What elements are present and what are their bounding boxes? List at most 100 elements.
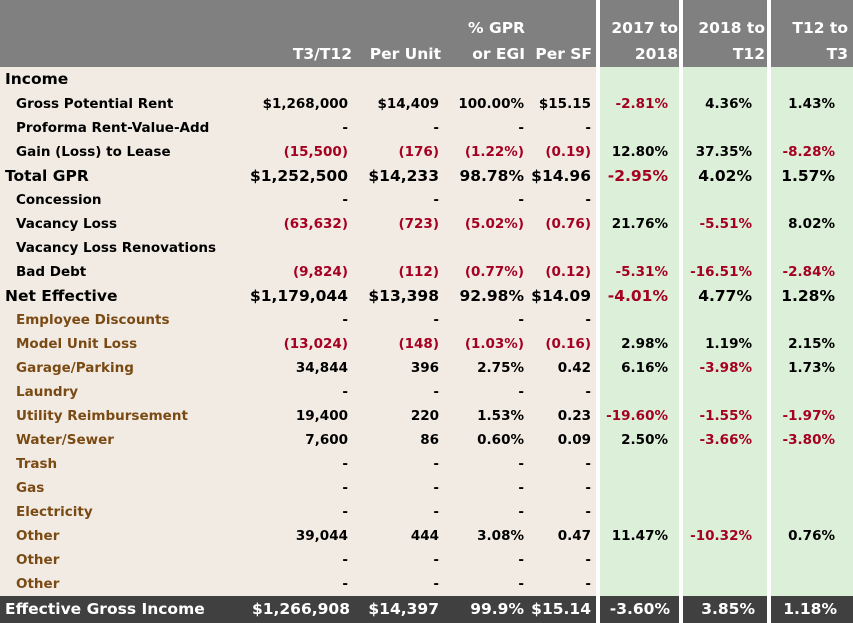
row-label: Gas [16,480,45,496]
cell-per-unit: - [433,504,439,520]
cell-per-sf: - [585,576,591,592]
cell-per-unit: (723) [398,216,439,232]
cell-per-sf: $15.14 [531,600,591,618]
cell-t12-t3: 1.18% [783,600,837,618]
table-row: Gross Potential Rent $1,268,000 $14,409 100… [0,92,853,116]
cell-2018-t12: -16.51% [690,264,752,280]
header-2018: 2018 [634,45,678,63]
header-or-egi: or EGI [472,45,525,63]
cell-t3-t12: - [342,552,348,568]
row-label: Electricity [16,504,93,520]
header-2017-to: 2017 to [611,19,678,37]
cell-per-sf: - [585,192,591,208]
cell-t12-t3: 1.73% [788,360,835,376]
table-row: Other - - - - [0,548,853,572]
cell-2017-2018: 12.80% [611,144,668,160]
cell-2018-t12: 4.77% [698,287,752,305]
row-label: Utility Reimbursement [16,408,188,424]
cell-pct: - [518,456,524,472]
cell-per-sf: - [585,552,591,568]
cell-t3-t12: 19,400 [295,408,348,424]
table-row: Income [0,67,853,91]
cell-2018-t12: 4.36% [705,96,752,112]
column-divider [767,0,771,623]
column-divider [679,0,683,623]
cell-per-sf: $15.15 [538,96,591,112]
cell-per-sf: - [585,480,591,496]
cell-per-unit: 396 [410,360,439,376]
cell-t3-t12: - [342,312,348,328]
table-row: Bad Debt (9,824) (112) (0.77%) (0.12) -5.31% -… [0,260,853,284]
cell-t3-t12: $1,252,500 [249,167,348,185]
cell-t12-t3: 8.02% [788,216,835,232]
cell-t3-t12: - [342,480,348,496]
cell-2018-t12: 37.35% [695,144,752,160]
header-band-variance [600,0,853,67]
row-label: Other [16,576,60,592]
cell-per-unit: - [433,576,439,592]
row-label: Effective Gross Income [5,600,205,618]
footer-band [0,596,596,623]
header-pct-gpr: % GPR [468,19,525,37]
cell-per-sf: 0.09 [557,432,591,448]
cell-pct: - [518,576,524,592]
cell-per-sf: $14.09 [531,287,591,305]
cell-per-unit: $14,397 [368,600,439,618]
cell-2018-t12: -5.51% [699,216,752,232]
cell-pct: - [518,552,524,568]
cell-t3-t12: $1,266,908 [251,600,350,618]
cell-per-unit: - [433,192,439,208]
cell-pct: - [518,504,524,520]
cell-t3-t12: (15,500) [283,144,348,160]
header-t12-to: T12 to [792,19,848,37]
cell-2018-t12: -3.66% [699,432,752,448]
cell-t3-t12: - [342,456,348,472]
table-row: Electricity - - - - [0,500,853,524]
cell-per-sf: $14.96 [531,167,591,185]
cell-2017-2018: 11.47% [611,528,668,544]
cell-t12-t3: 0.76% [788,528,835,544]
cell-2017-2018: -3.60% [609,600,670,618]
cell-pct: (0.77%) [464,264,524,280]
cell-t3-t12: - [342,120,348,136]
cell-2018-t12: -3.98% [699,360,752,376]
cell-t12-t3: 1.57% [781,167,835,185]
cell-2018-t12: 3.85% [701,600,755,618]
cell-per-unit: - [433,120,439,136]
table-row: Employee Discounts - - - - [0,308,853,332]
cell-2017-2018: 2.98% [621,336,668,352]
cell-per-sf: - [585,120,591,136]
row-label: Garage/Parking [16,360,134,376]
row-label: Total GPR [5,167,89,185]
row-label: Vacancy Loss [16,216,117,232]
table-row: Trash - - - - [0,452,853,476]
cell-pct: - [518,120,524,136]
row-label: Water/Sewer [16,432,114,448]
table-row-effective-gross-income: Effective Gross Income $1,266,908 $14,39… [0,596,853,623]
cell-per-unit: 444 [410,528,439,544]
row-label: Net Effective [5,287,118,305]
cell-pct: 100.00% [458,96,524,112]
cell-t3-t12: (13,024) [283,336,348,352]
cell-t3-t12: - [342,576,348,592]
cell-pct: 99.9% [470,600,524,618]
cell-t12-t3: 1.43% [788,96,835,112]
cell-pct: - [518,192,524,208]
row-label: Proforma Rent-Value-Add [16,120,210,136]
cell-pct: 2.75% [477,360,524,376]
table-row: Concession - - - - [0,188,853,212]
cell-t3-t12: $1,268,000 [262,96,348,112]
header-per-unit: Per Unit [369,45,441,63]
cell-2018-t12: 4.02% [698,167,752,185]
table-body-band [0,67,596,596]
cell-pct: (1.22%) [464,144,524,160]
row-label: Vacancy Loss Renovations [16,240,217,256]
cell-per-unit: $14,233 [368,167,439,185]
table-row: Vacancy Loss (63,632) (723) (5.02%) (0.76) 21… [0,212,853,236]
header-band [0,0,596,67]
cell-per-unit: (148) [398,336,439,352]
table-row: Water/Sewer 7,600 86 0.60% 0.09 2.50% -3.66% -3… [0,428,853,452]
cell-pct: 3.08% [477,528,524,544]
cell-2017-2018: -2.95% [607,167,668,185]
table-row: Other 39,044 444 3.08% 0.47 11.47% -10.32% 0.76… [0,524,853,548]
